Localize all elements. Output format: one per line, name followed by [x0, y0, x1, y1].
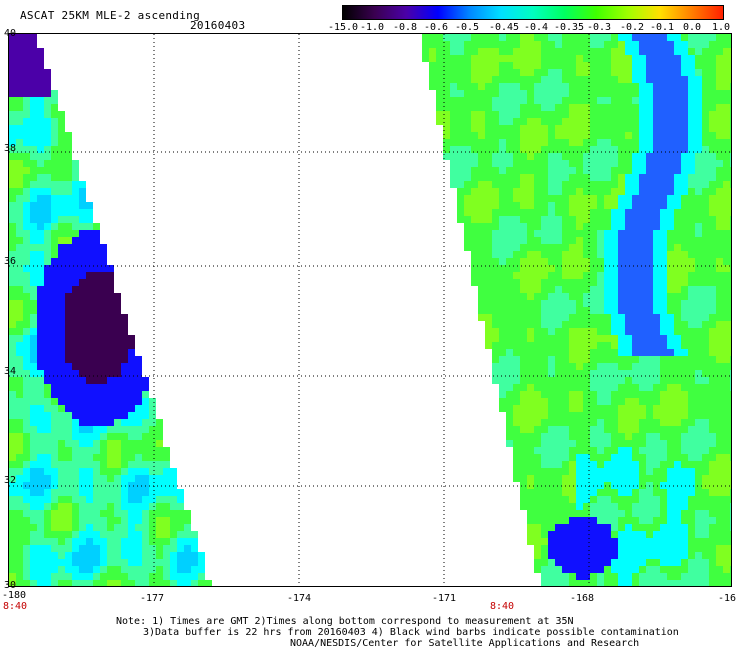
lat-label: 40 [4, 28, 17, 39]
lon-label: -174 [287, 593, 312, 604]
lon-label: -177 [140, 593, 165, 604]
time-label: 8:40 [490, 601, 515, 612]
color-scale-label: -0.8 [392, 22, 418, 33]
color-scale-label: -0.5 [454, 22, 480, 33]
color-scale-label: 1.0 [711, 22, 731, 33]
color-scale-label: -0.1 [649, 22, 675, 33]
lon-label: -16 [718, 593, 737, 604]
lat-label: 30 [4, 580, 17, 591]
footnote-line: Note: 1) Times are GMT 2)Times along bot… [116, 616, 574, 627]
time-label: 8:40 [3, 601, 28, 612]
color-scale-gradient [343, 6, 723, 19]
lat-label: 36 [4, 256, 17, 267]
color-scale-label: -0.4 [523, 22, 549, 33]
color-scale-labels: -15.0 -1.0 -0.8 -0.6 -0.5 -0.45 -0.4 -0.… [0, 22, 740, 36]
color-scale-label: -0.35 [553, 22, 585, 33]
map-plot-area [8, 33, 732, 587]
lat-label: 32 [4, 475, 17, 486]
color-scale-label: -0.45 [488, 22, 520, 33]
color-scale-label: -0.6 [423, 22, 449, 33]
lon-label: -171 [432, 593, 457, 604]
footnote-line: 3)Data buffer is 22 hrs from 20160403 4)… [143, 627, 679, 638]
footnote-line: NOAA/NESDIS/Center for Satellite Applica… [290, 638, 640, 649]
lat-label: 38 [4, 143, 17, 154]
map-title: ASCAT 25KM MLE-2 ascending [20, 9, 200, 22]
color-scale-label: -15.0 [327, 22, 359, 33]
lat-label: 34 [4, 366, 17, 377]
color-scale-label: -0.2 [619, 22, 645, 33]
color-scale-bar [342, 5, 724, 20]
lon-label: -180 [2, 590, 27, 601]
lon-label: -168 [570, 593, 595, 604]
swath-field [9, 34, 731, 586]
color-scale-label: -0.3 [586, 22, 612, 33]
color-scale-label: -1.0 [359, 22, 385, 33]
map-date: 20160403 [190, 19, 246, 32]
color-scale-label: 0.0 [682, 22, 702, 33]
